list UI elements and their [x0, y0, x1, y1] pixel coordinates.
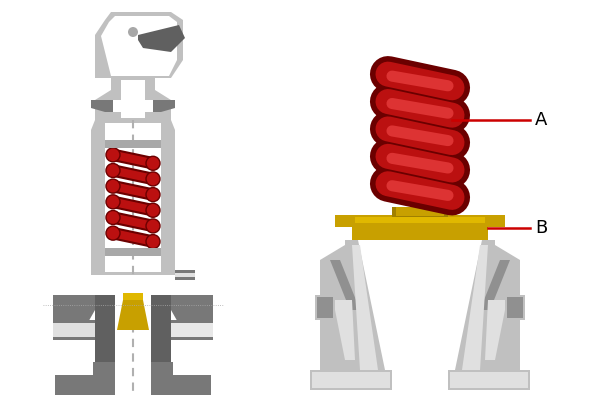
Polygon shape — [95, 275, 171, 362]
Polygon shape — [95, 12, 183, 78]
Polygon shape — [352, 215, 488, 240]
Polygon shape — [95, 78, 171, 120]
Polygon shape — [505, 295, 525, 320]
Polygon shape — [171, 295, 213, 340]
Polygon shape — [138, 25, 185, 52]
Polygon shape — [507, 297, 523, 318]
Polygon shape — [123, 293, 143, 300]
Circle shape — [146, 172, 160, 186]
Polygon shape — [171, 320, 213, 340]
Circle shape — [106, 148, 120, 162]
Polygon shape — [105, 123, 161, 272]
Polygon shape — [310, 370, 392, 390]
Circle shape — [146, 188, 160, 202]
Polygon shape — [101, 16, 177, 76]
Circle shape — [128, 27, 138, 37]
Polygon shape — [448, 370, 530, 390]
Circle shape — [106, 195, 120, 209]
Polygon shape — [392, 207, 448, 217]
Polygon shape — [480, 260, 520, 310]
Polygon shape — [175, 273, 195, 277]
Polygon shape — [315, 295, 335, 320]
Circle shape — [146, 203, 160, 217]
Polygon shape — [175, 270, 195, 280]
Polygon shape — [105, 140, 161, 148]
Text: B: B — [535, 219, 547, 237]
Polygon shape — [113, 100, 153, 112]
Circle shape — [106, 210, 120, 224]
Circle shape — [106, 164, 120, 178]
Polygon shape — [455, 240, 520, 370]
Polygon shape — [485, 215, 505, 227]
Polygon shape — [53, 320, 95, 340]
Circle shape — [146, 219, 160, 233]
Polygon shape — [352, 245, 378, 370]
Polygon shape — [105, 248, 161, 256]
Polygon shape — [113, 275, 153, 295]
Polygon shape — [121, 80, 145, 118]
Circle shape — [106, 179, 120, 193]
Polygon shape — [320, 240, 385, 370]
Circle shape — [106, 226, 120, 240]
Polygon shape — [386, 240, 454, 370]
Polygon shape — [55, 362, 211, 395]
Polygon shape — [53, 295, 95, 340]
Text: A: A — [535, 111, 547, 129]
Polygon shape — [317, 297, 333, 318]
Circle shape — [146, 156, 160, 170]
Polygon shape — [91, 120, 175, 275]
Polygon shape — [53, 323, 95, 337]
Circle shape — [146, 235, 160, 249]
Polygon shape — [115, 295, 151, 395]
Polygon shape — [335, 215, 355, 227]
Polygon shape — [396, 207, 444, 216]
Polygon shape — [117, 300, 149, 330]
Polygon shape — [312, 372, 390, 388]
Polygon shape — [355, 217, 485, 223]
Polygon shape — [450, 372, 528, 388]
Polygon shape — [335, 300, 355, 360]
Polygon shape — [115, 278, 151, 360]
Polygon shape — [320, 260, 360, 310]
Polygon shape — [462, 245, 488, 370]
Polygon shape — [171, 323, 213, 337]
Polygon shape — [485, 300, 505, 360]
Polygon shape — [91, 100, 175, 112]
